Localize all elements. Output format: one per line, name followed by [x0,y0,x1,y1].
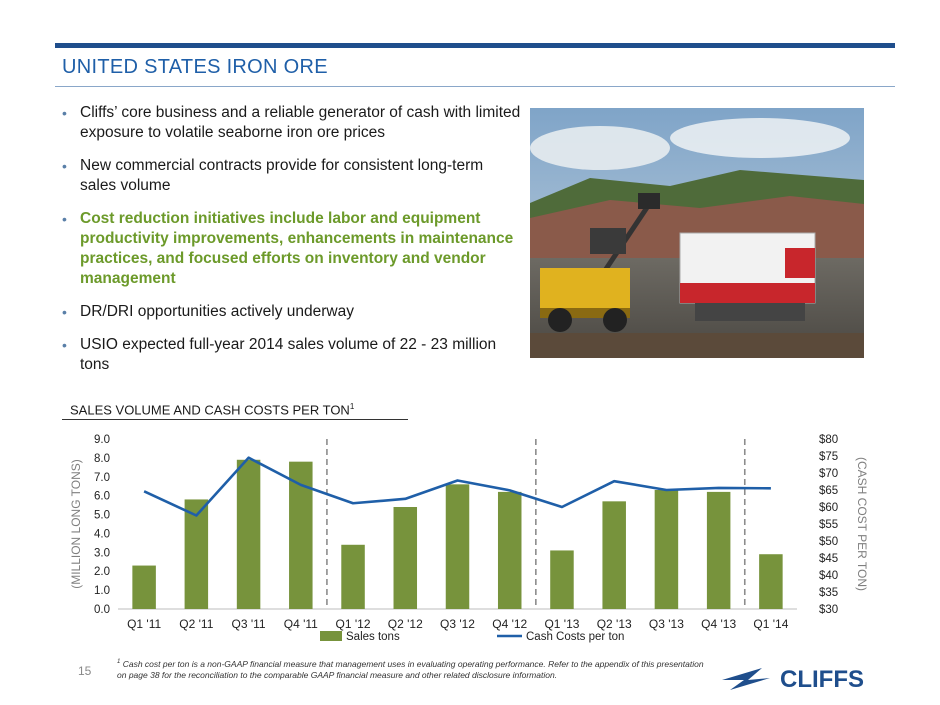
bar-sales-tons [550,550,574,609]
page-title: UNITED STATES IRON ORE [62,56,328,78]
y2-tick-label: $40 [819,570,838,582]
y-axis-title: (MILLION LONG TONS) [69,459,83,589]
y2-tick-label: $55 [819,519,838,531]
y2-tick-label: $60 [819,502,838,514]
chart-section-title: SALES VOLUME AND CASH COSTS PER TON1 [70,402,354,417]
bar-sales-tons [706,491,731,609]
bullet-item: • DR/DRI opportunities actively underway [62,302,522,322]
x-tick-label: Q2 '11 [179,617,213,631]
bar-sales-tons [497,491,522,609]
bullet-text: USIO expected full-year 2014 sales volum… [80,336,497,373]
x-tick-label: Q3 '12 [440,617,475,631]
bullet-text: Cliffs’ core business and a reliable gen… [80,104,521,141]
y-tick-label: 6.0 [94,491,110,503]
section-title-underline [62,419,408,420]
y2-tick-label: $45 [819,553,838,565]
y-tick-label: 9.0 [94,434,110,446]
footnote-text: Cash cost per ton is a non-GAAP financia… [117,658,704,680]
y2-tick-label: $80 [819,434,838,446]
y2-tick-label: $75 [819,451,838,463]
bullet-list: • Cliffs’ core business and a reliable ge… [62,103,522,388]
x-tick-label: Q3 '13 [649,617,684,631]
bullet-dot-icon: • [62,304,67,320]
y2-tick-label: $65 [819,485,838,497]
page-number: 15 [78,664,92,678]
legend-label-cash-cost: Cash Costs per ton [526,631,624,643]
bullet-item: • USIO expected full-year 2014 sales volu… [62,335,522,375]
y-tick-label: 8.0 [94,453,110,465]
x-tick-label: Q4 '11 [284,617,318,631]
bar-sales-tons [654,490,679,609]
bar-sales-tons [236,459,261,609]
title-divider [55,86,895,87]
sales-cost-chart: 0.0 1.0 2.0 3.0 4.0 5.0 6.0 7.0 8.0 9.0 $30 $35 $40 $… [69,434,869,643]
bar-sales-tons [602,501,626,609]
y-tick-label: 3.0 [94,547,110,559]
x-tick-label: Q2 '13 [597,617,632,631]
bullet-text: Cost reduction initiatives include labor… [80,210,514,287]
x-tick-label: Q2 '12 [388,617,423,631]
bar-sales-tons [132,565,156,609]
x-tick-label: Q1 '12 [336,617,371,631]
y2-axis-title: (CASH COST PER TON) [855,457,869,591]
bullet-text: DR/DRI opportunities actively underway [80,303,354,320]
footnote-marker: 1 [349,402,355,411]
y-tick-label: 4.0 [94,528,110,540]
chart-section-title-text: SALES VOLUME AND CASH COSTS PER TON [70,402,350,418]
y-tick-label: 1.0 [94,585,110,597]
legend-swatch-sales-tons [320,631,342,641]
bar-sales-tons [393,507,418,609]
logo-text: CLIFFS [780,666,864,692]
bullet-item: • Cliffs’ core business and a reliable ge… [62,103,522,143]
bar-sales-tons [289,461,313,609]
bullet-text: New commercial contracts provide for con… [80,157,484,194]
x-tick-label: Q1 '11 [127,617,161,631]
top-bar [55,43,895,48]
bar-sales-tons [341,544,365,609]
bullet-item-highlight: • Cost reduction initiatives include labo… [62,209,522,289]
x-tick-label: Q4 '13 [701,617,736,631]
bullet-dot-icon: • [62,337,67,353]
bar-sales-tons [184,499,209,609]
cliffs-logo-mark: CLIFFS [722,666,864,693]
bullet-item: • New commercial contracts provide for co… [62,156,522,196]
cliffs-logo: CLIFFS [722,664,902,697]
bullet-dot-icon: • [62,211,67,227]
bullet-dot-icon: • [62,105,67,121]
y2-tick-label: $70 [819,468,838,480]
legend-label-sales-tons: Sales tons [346,631,400,643]
x-tick-label: Q3 '11 [232,617,266,631]
mining-photo-illustration [530,108,864,358]
bullet-dot-icon: • [62,158,67,174]
y-tick-label: 2.0 [94,566,110,578]
x-tick-label: Q1 '14 [753,617,788,631]
y2-tick-label: $50 [819,536,838,548]
footnote: 1 Cash cost per ton is a non-GAAP financ… [117,657,707,681]
y2-tick-label: $30 [819,604,838,616]
y2-tick-label: $35 [819,587,838,599]
x-tick-label: Q1 '13 [544,617,579,631]
y-tick-label: 7.0 [94,472,110,484]
bar-sales-tons [445,484,470,609]
x-tick-label: Q4 '12 [492,617,527,631]
mining-photo [530,108,864,358]
y-tick-label: 5.0 [94,510,110,522]
footnote-mark: 1 [117,659,121,665]
y-tick-label: 0.0 [94,604,110,616]
bar-sales-tons [759,554,783,609]
